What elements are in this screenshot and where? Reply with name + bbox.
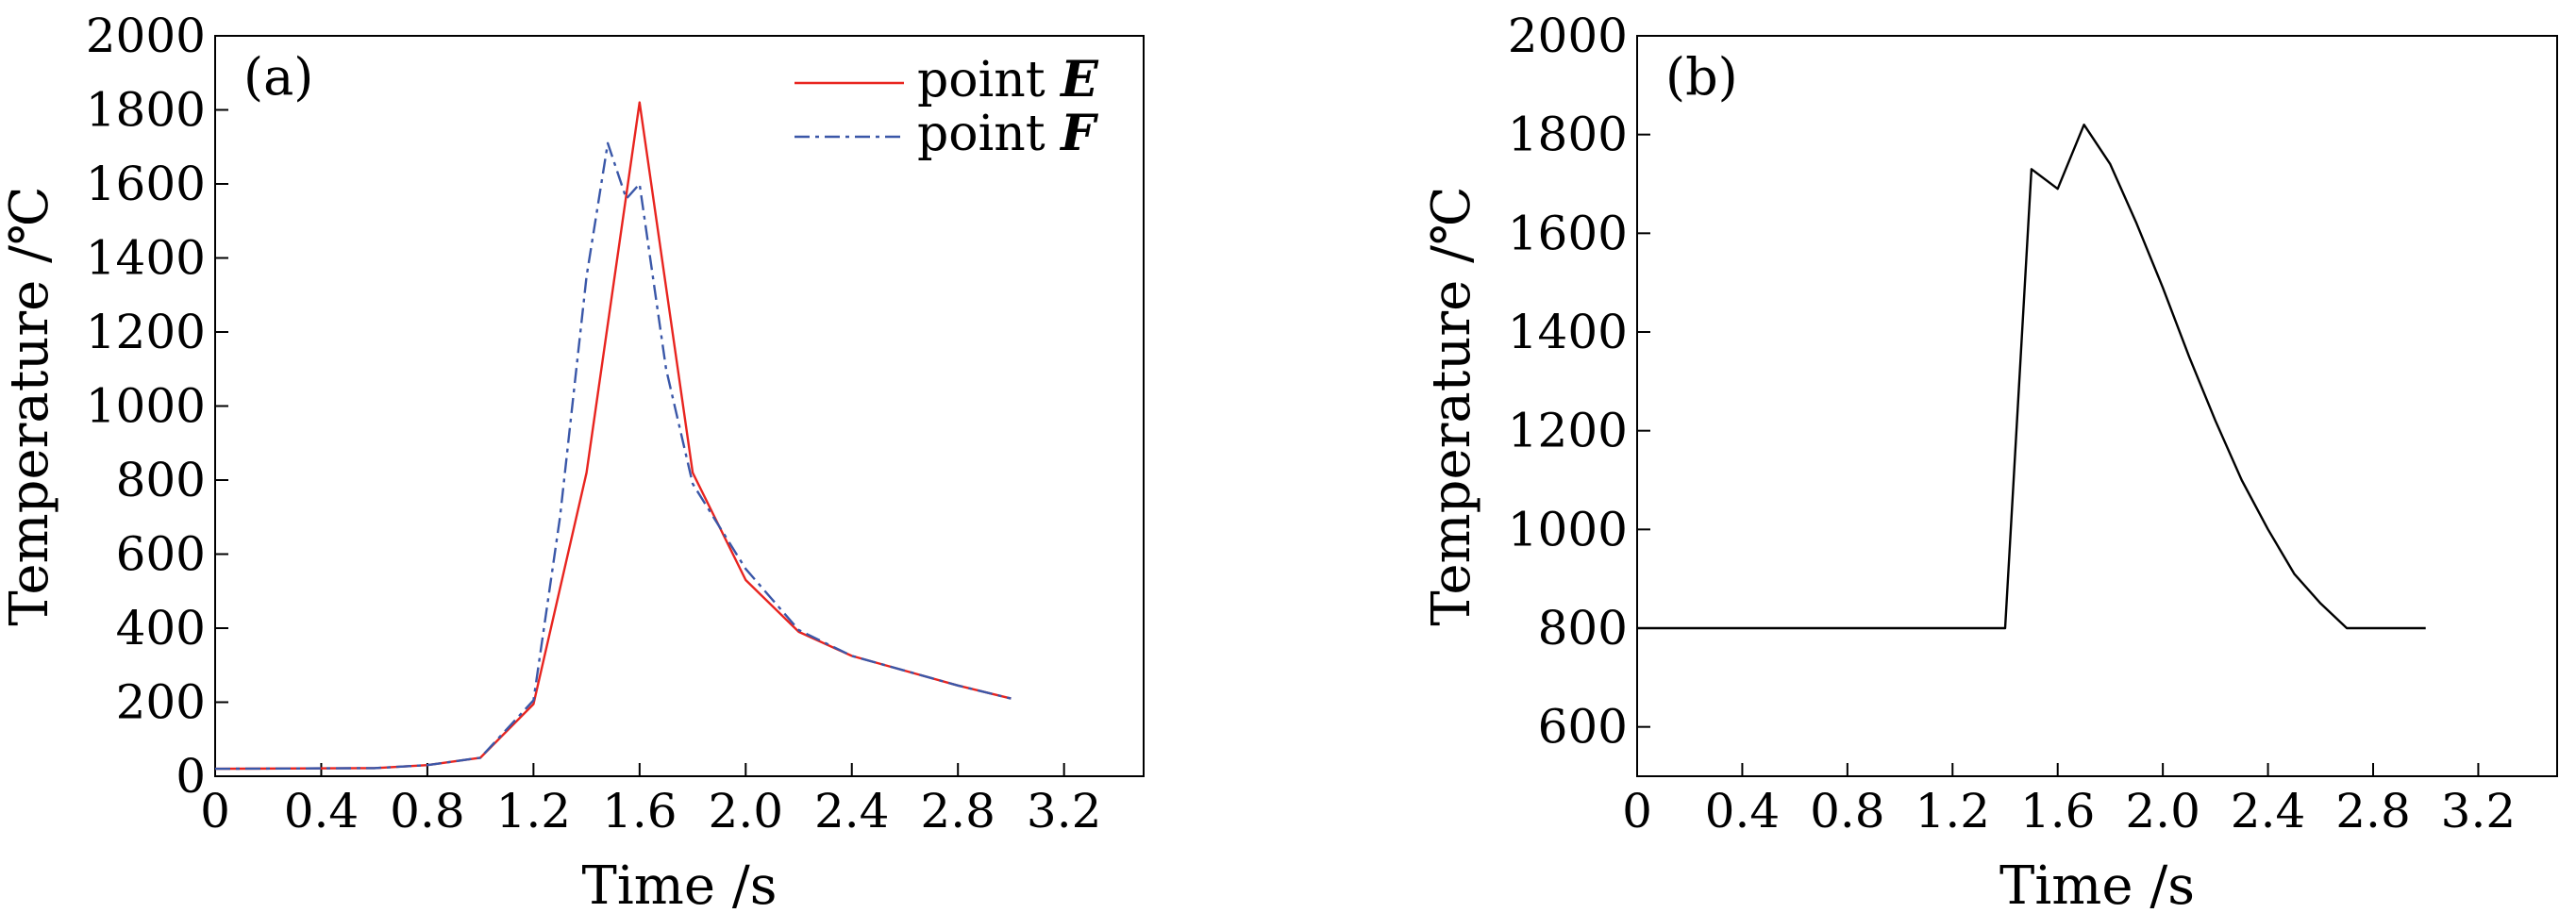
y-tick-label: 1800 — [86, 83, 206, 138]
y-axis-label: Temperature /℃ — [1421, 186, 1482, 625]
y-tick-label: 800 — [116, 453, 206, 507]
y-tick-label: 1400 — [86, 231, 206, 286]
panel-a-chart: 0 0.4 0.8 1.2 1.6 2.0 2.4 2.8 3.2 0 200 400 600 800 10… — [0, 8, 1145, 913]
panel-label: (b) — [1665, 47, 1738, 107]
y-tick-label: 2000 — [1508, 8, 1628, 63]
y-tick-label: 2000 — [86, 8, 206, 63]
x-tick-label: 0.4 — [1705, 784, 1781, 838]
x-tick-label: 0.4 — [284, 784, 360, 838]
x-tick-label: 2.0 — [709, 784, 784, 838]
y-tick-label: 400 — [116, 601, 206, 656]
x-tick-label: 1.2 — [1915, 784, 1991, 838]
x-tick-label: 2.4 — [2231, 784, 2306, 838]
legend-label: point E — [917, 51, 1099, 108]
x-tick-label: 3.2 — [1027, 784, 1102, 838]
y-tick-label: 600 — [1538, 700, 1628, 755]
y-tick-label: 1600 — [1508, 206, 1628, 260]
legend-label-var: F — [1059, 105, 1098, 162]
series-line — [1637, 124, 2426, 630]
x-tick-label: 0 — [200, 784, 230, 838]
y-tick-label: 1800 — [1508, 108, 1628, 162]
y-tick-label: 1400 — [1508, 305, 1628, 359]
x-tick-label: 2.4 — [814, 784, 890, 838]
series-line — [214, 141, 1012, 771]
x-tick-label: 1.6 — [602, 784, 677, 838]
legend-label-var: E — [1059, 51, 1099, 108]
series-line — [214, 101, 1012, 771]
x-tick-label: 0.8 — [390, 784, 465, 838]
y-tick-label: 1000 — [86, 379, 206, 434]
legend-label: point F — [917, 105, 1098, 162]
plot-frame — [1636, 35, 2558, 777]
x-tick-label: 0.8 — [1810, 784, 1885, 838]
x-tick-label: 1.6 — [2020, 784, 2096, 838]
x-tick-label: 2.8 — [920, 784, 995, 838]
y-tick-label: 800 — [1538, 601, 1628, 656]
y-axis-label: Temperature /℃ — [0, 186, 60, 625]
x-axis-label: Time /s — [582, 855, 778, 913]
y-tick-label: 0 — [176, 749, 206, 804]
y-tick-label: 200 — [116, 675, 206, 730]
y-tick-label: 1000 — [1508, 502, 1628, 556]
y-tick-label: 1600 — [86, 157, 206, 211]
panel-label: (a) — [243, 47, 313, 107]
x-axis-label: Time /s — [1999, 855, 2195, 913]
x-tick-label: 2.8 — [2335, 784, 2411, 838]
x-tick-label: 3.2 — [2441, 784, 2517, 838]
legend-label-text: point — [917, 52, 1061, 108]
y-tick-label: 1200 — [1508, 404, 1628, 458]
panel-b-chart: 0 0.4 0.8 1.2 1.6 2.0 2.4 2.8 3.2 600 800 1000 1200 1… — [1421, 8, 2558, 913]
x-tick-label: 2.0 — [2125, 784, 2200, 838]
legend-label-text: point — [917, 106, 1061, 162]
x-tick-label: 0 — [1622, 784, 1652, 838]
y-tick-label: 600 — [116, 527, 206, 582]
y-tick-label: 1200 — [86, 305, 206, 359]
x-tick-label: 1.2 — [496, 784, 572, 838]
